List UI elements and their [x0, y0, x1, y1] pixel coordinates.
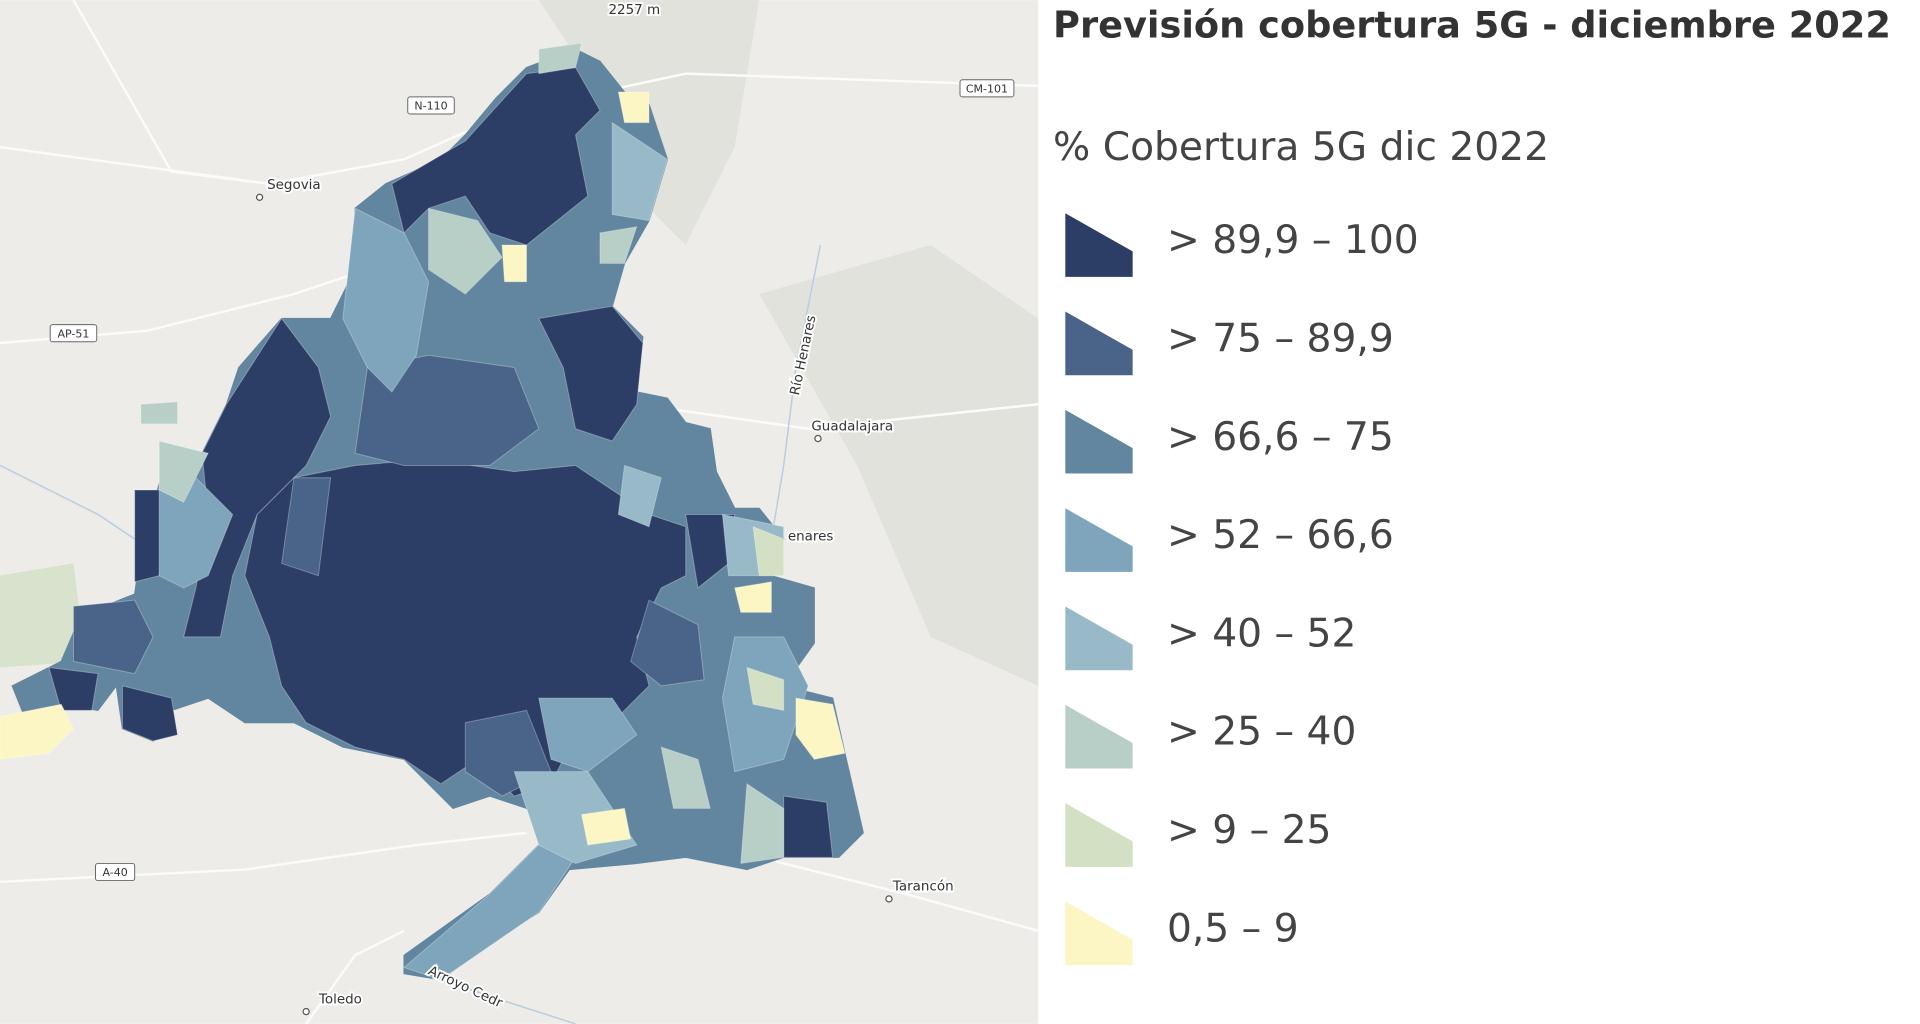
city-dot — [255, 193, 264, 201]
legend-label: > 89,9 – 100 — [1167, 218, 1419, 263]
municipality — [538, 697, 638, 773]
municipality — [538, 42, 583, 75]
place-label: Tarancón — [892, 879, 954, 895]
municipality — [617, 91, 650, 124]
municipality — [281, 477, 332, 577]
road-shield — [959, 79, 1015, 98]
municipality — [48, 666, 99, 711]
place-label: Toledo — [318, 992, 362, 1007]
municipality — [740, 782, 785, 864]
municipality — [795, 697, 846, 760]
road-shield — [49, 324, 98, 343]
legend-swatch — [1065, 606, 1133, 671]
legend-label: > 75 – 89,9 — [1167, 316, 1394, 361]
municipality — [428, 207, 503, 295]
municipality — [752, 525, 785, 577]
legend-label: > 40 – 52 — [1167, 611, 1356, 656]
map-title: Previsión cobertura 5G - diciembre 2022 — [1053, 4, 1891, 47]
place-label: 2257 m — [608, 3, 660, 18]
road-label: AP-51 — [58, 327, 90, 340]
legend-label: > 52 – 66,6 — [1167, 513, 1394, 558]
municipality — [611, 121, 668, 222]
city-dot — [302, 1007, 310, 1016]
municipality — [617, 464, 662, 528]
road-label: N-110 — [414, 100, 447, 113]
rivers — [0, 244, 822, 1024]
legend-label: > 9 – 25 — [1167, 808, 1332, 853]
municipality — [342, 207, 430, 393]
legend-swatch — [1065, 704, 1133, 769]
municipality — [72, 599, 154, 675]
municipality — [783, 795, 834, 858]
municipality — [140, 401, 179, 425]
road-label: A-40 — [102, 866, 127, 879]
municipality — [501, 244, 528, 283]
municipality — [599, 226, 638, 264]
road-shield — [95, 862, 136, 882]
road-label: CM-101 — [966, 83, 1008, 96]
municipality — [538, 305, 644, 442]
municipality — [354, 354, 540, 466]
place-label: enares — [788, 529, 834, 544]
legend-swatch — [1065, 803, 1133, 867]
municipality — [0, 703, 75, 760]
legend-panel — [1038, 0, 1920, 1024]
legend-swatch — [1065, 901, 1133, 966]
road-shield — [407, 96, 455, 115]
legend-swatch — [1065, 508, 1133, 572]
city-dot — [814, 434, 822, 443]
legend-label: > 66,6 – 75 — [1167, 415, 1394, 460]
municipality — [660, 746, 711, 809]
place-label: Guadalajara — [811, 419, 893, 434]
place-label: Segovia — [267, 178, 321, 193]
legend-swatch — [1065, 409, 1133, 474]
legend-swatch — [1065, 311, 1133, 376]
legend-label: 0,5 – 9 — [1167, 906, 1299, 951]
municipality — [746, 666, 785, 711]
municipality — [734, 581, 772, 613]
legend-label: > 25 – 40 — [1167, 710, 1356, 755]
city-dot — [885, 895, 893, 903]
legend-swatch — [1065, 213, 1133, 277]
legend-title: % Cobertura 5G dic 2022 — [1053, 125, 1549, 170]
municipality — [630, 599, 705, 687]
region — [0, 42, 864, 981]
municipality — [121, 685, 179, 742]
municipality — [158, 440, 209, 503]
municipality — [581, 807, 632, 846]
